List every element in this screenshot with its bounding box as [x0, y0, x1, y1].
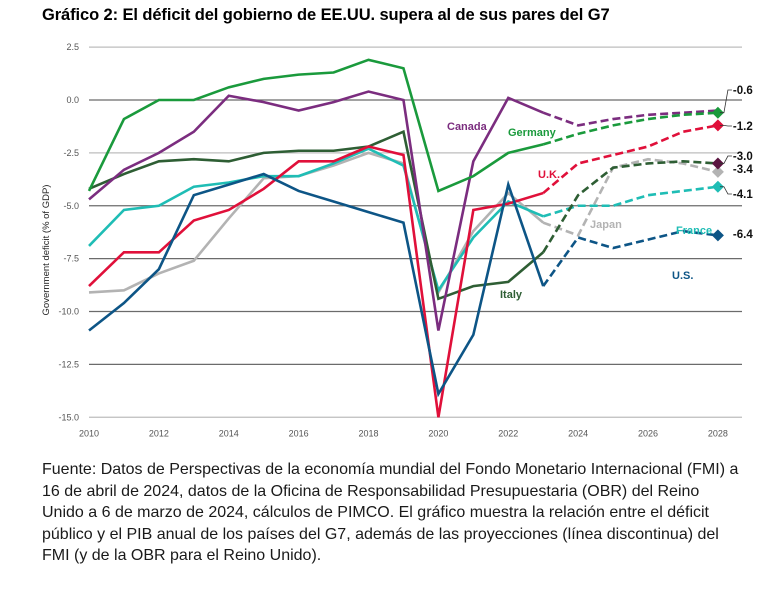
end-marker — [711, 165, 724, 178]
end-value-label: -4.1 — [733, 189, 753, 201]
series-projection-germany — [542, 111, 718, 146]
y-tick-label: -10.0 — [58, 307, 79, 317]
x-tick-label: 2020 — [428, 428, 448, 438]
series-projection-japan — [542, 157, 719, 237]
x-tick-label: 2026 — [638, 428, 658, 438]
x-tick-label: 2012 — [149, 428, 169, 438]
end-value-label: -6.4 — [733, 229, 753, 241]
series-projection-canada — [542, 109, 718, 127]
series-label: France — [676, 225, 712, 237]
y-tick-label: 2.5 — [66, 42, 79, 52]
leader-line — [719, 186, 732, 195]
y-axis-ticks: 2.5 0.0 -2.5 -5.0 -7.5 -10.0 -12.5 -15.0 — [58, 42, 79, 422]
end-value-label: -3.4 — [733, 164, 753, 176]
line-chart: 2.50.0-2.5-5.0-7.5-10.0-12.5-15.0 2010 20… — [41, 42, 753, 438]
x-tick-label: 2014 — [219, 428, 239, 438]
x-axis-ticks: 2010 2012 2014 2016 2018 2020 2022 2024 2026 2028 — [79, 428, 728, 438]
series-labels: -3.4 -4.1 -3.0 -1.2 -6.4 -0.6 Japan France Italy… — [447, 85, 753, 301]
series-label: U.S. — [672, 270, 693, 282]
chart-title: Gráfico 2: El déficit del gobierno de EE… — [42, 6, 610, 24]
series-label: Italy — [500, 289, 523, 301]
x-tick-label: 2010 — [79, 428, 99, 438]
series-projection-france — [542, 185, 719, 218]
gridlines — [89, 46, 742, 418]
y-tick-label: -2.5 — [63, 148, 79, 158]
y-tick-label: -12.5 — [58, 359, 79, 369]
leader-line — [719, 124, 732, 127]
end-marker — [711, 229, 724, 242]
y-axis-label: Government deficit (% of GDP) — [41, 185, 52, 316]
end-marker — [711, 157, 724, 170]
series-line-canada — [88, 90, 544, 331]
series-projection-uk — [542, 124, 719, 195]
series-line-italy — [88, 129, 545, 301]
end-value-label: -0.6 — [733, 85, 753, 97]
series-lines — [87, 58, 719, 418]
leader-line — [719, 155, 732, 164]
series-projection-us — [542, 229, 719, 287]
end-marker — [711, 106, 724, 119]
series-label: Germany — [508, 127, 557, 139]
series-label: Japan — [590, 219, 622, 231]
x-tick-label: 2022 — [498, 428, 518, 438]
series-line-us — [88, 172, 545, 398]
end-marker — [711, 119, 724, 132]
y-tick-label: -15.0 — [58, 412, 79, 422]
series-line-germany — [87, 58, 544, 193]
series-label: U.K. — [538, 169, 560, 181]
end-value-label: -3.0 — [733, 151, 753, 163]
end-markers — [711, 106, 724, 242]
end-value-label: -1.2 — [733, 121, 753, 133]
series-projection-italy — [542, 160, 718, 253]
series-line-uk — [88, 145, 544, 418]
y-tick-label: -7.5 — [63, 254, 79, 264]
source-note: Fuente: Datos de Perspectivas de la econ… — [42, 461, 739, 565]
x-tick-label: 2016 — [289, 428, 309, 438]
leader-line — [719, 89, 732, 114]
x-tick-label: 2028 — [708, 428, 728, 438]
y-tick-label: -5.0 — [63, 201, 79, 211]
y-tick-label: 0.0 — [66, 95, 79, 105]
end-marker — [711, 180, 724, 193]
x-tick-label: 2024 — [568, 428, 588, 438]
series-label: Canada — [447, 121, 488, 133]
x-tick-label: 2018 — [359, 428, 379, 438]
